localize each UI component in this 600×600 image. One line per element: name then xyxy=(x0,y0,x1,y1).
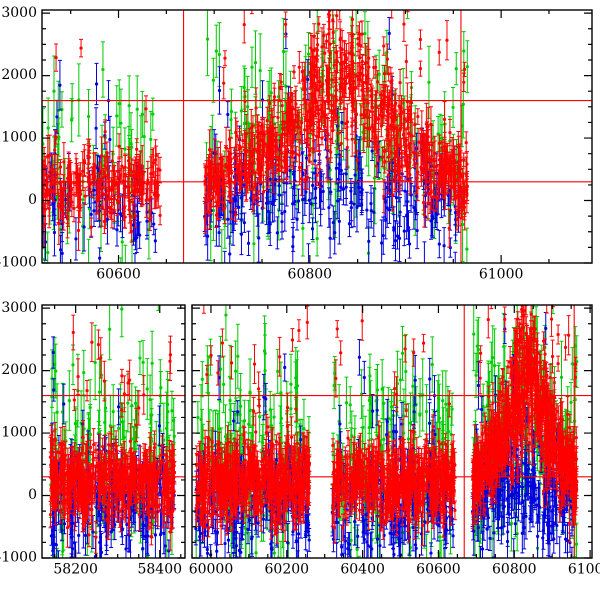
light-curve-chart xyxy=(0,0,600,600)
figure xyxy=(0,0,600,600)
